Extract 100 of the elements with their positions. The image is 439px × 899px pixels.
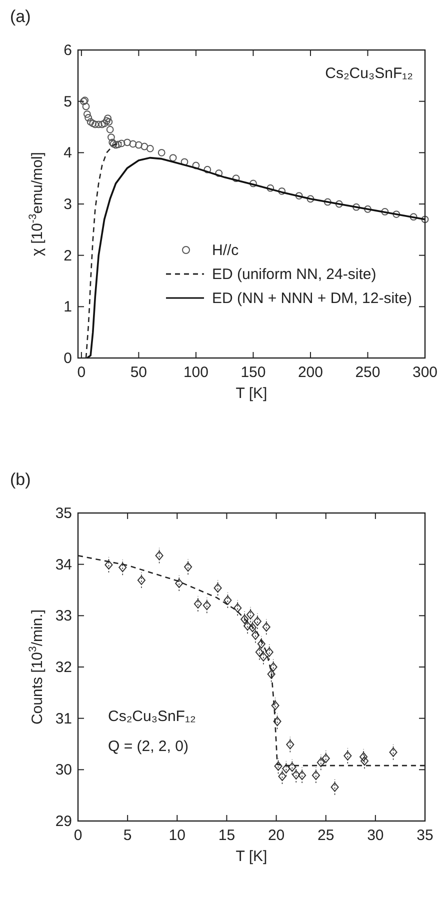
point bbox=[98, 120, 106, 128]
point bbox=[106, 126, 114, 134]
point bbox=[288, 762, 296, 772]
point bbox=[306, 195, 314, 203]
point bbox=[352, 203, 360, 211]
point bbox=[267, 670, 276, 679]
point bbox=[214, 583, 222, 593]
point bbox=[278, 772, 286, 781]
chart-title: (a) bbox=[10, 7, 31, 26]
x-axis-title: T [K] bbox=[236, 848, 268, 865]
point bbox=[266, 184, 274, 192]
point bbox=[330, 782, 339, 792]
point bbox=[82, 102, 90, 110]
point bbox=[381, 208, 389, 216]
point bbox=[286, 740, 294, 750]
x-tick-label: 30 bbox=[367, 827, 384, 844]
point bbox=[91, 120, 99, 128]
y-tick-label: 6 bbox=[64, 42, 72, 59]
point bbox=[118, 140, 126, 148]
point bbox=[158, 148, 166, 156]
point bbox=[184, 562, 192, 572]
point bbox=[335, 200, 343, 208]
point bbox=[255, 647, 264, 657]
point bbox=[140, 142, 148, 150]
point bbox=[134, 141, 142, 149]
x-tick-label: 0 bbox=[77, 364, 86, 381]
point bbox=[257, 639, 266, 649]
point bbox=[232, 174, 240, 182]
x-tick-label: 200 bbox=[298, 364, 323, 381]
point bbox=[104, 560, 113, 570]
point bbox=[215, 170, 223, 177]
point bbox=[108, 134, 115, 141]
point bbox=[169, 154, 177, 162]
point bbox=[274, 761, 282, 771]
legend-label: ED (uniform NN, 24-site) bbox=[212, 266, 376, 283]
point bbox=[94, 120, 102, 128]
x-tick-label: 300 bbox=[412, 364, 438, 381]
point bbox=[295, 192, 303, 200]
point bbox=[360, 756, 369, 766]
point bbox=[292, 770, 300, 780]
point bbox=[100, 120, 108, 128]
point bbox=[392, 210, 400, 218]
point bbox=[364, 205, 372, 213]
point bbox=[234, 603, 242, 613]
y-tick-label: 29 bbox=[55, 813, 72, 830]
point bbox=[83, 110, 91, 118]
point bbox=[244, 621, 252, 631]
point bbox=[421, 216, 429, 224]
x-tick-label: 250 bbox=[355, 364, 380, 381]
legend-label: ED (NN + NNN + DM, 12-site) bbox=[212, 290, 412, 307]
x-tick-label: 50 bbox=[130, 364, 148, 381]
point bbox=[114, 140, 122, 148]
y-tick-label: 1 bbox=[64, 298, 72, 316]
point bbox=[273, 716, 282, 726]
y-tick-label: 0 bbox=[64, 350, 72, 367]
point bbox=[104, 114, 112, 122]
point bbox=[282, 764, 290, 774]
x-tick-label: 10 bbox=[168, 827, 186, 844]
point bbox=[389, 748, 398, 757]
y-tick-label: 34 bbox=[55, 556, 72, 574]
legend-label: H//c bbox=[212, 242, 240, 259]
point bbox=[248, 622, 257, 632]
point bbox=[89, 120, 97, 128]
x-tick-label: 35 bbox=[416, 827, 434, 844]
point bbox=[224, 596, 232, 605]
point bbox=[112, 141, 120, 149]
point bbox=[175, 578, 184, 588]
x-axis-title: T [K] bbox=[236, 385, 268, 402]
point bbox=[278, 187, 286, 195]
x-tick-label: 25 bbox=[318, 827, 334, 844]
y-tick-label: 2 bbox=[64, 247, 72, 264]
point bbox=[324, 198, 332, 206]
point bbox=[360, 752, 368, 762]
point bbox=[251, 630, 260, 640]
y-tick-label: 5 bbox=[64, 93, 72, 110]
point bbox=[271, 700, 280, 710]
point bbox=[250, 180, 257, 188]
point bbox=[410, 213, 418, 221]
y-tick-label: 33 bbox=[55, 608, 72, 625]
annotation: Cs₂Cu₃SnF₁₂ bbox=[325, 65, 414, 82]
point bbox=[155, 550, 164, 560]
y-tick-label: 3 bbox=[64, 196, 72, 213]
point bbox=[194, 599, 202, 609]
point bbox=[322, 754, 330, 764]
point bbox=[316, 758, 325, 768]
point bbox=[105, 118, 113, 126]
point bbox=[180, 158, 188, 166]
point bbox=[262, 622, 270, 632]
point bbox=[265, 647, 274, 657]
point bbox=[246, 610, 255, 620]
point bbox=[124, 138, 131, 146]
point bbox=[102, 117, 110, 125]
point bbox=[253, 616, 262, 626]
y-tick-label: 35 bbox=[55, 505, 72, 522]
x-tick-label: 20 bbox=[268, 827, 285, 844]
point bbox=[269, 662, 278, 672]
x-tick-label: 150 bbox=[240, 364, 266, 381]
point bbox=[86, 118, 94, 126]
annotation: Q = (2, 2, 0) bbox=[108, 738, 188, 755]
point bbox=[137, 576, 146, 585]
